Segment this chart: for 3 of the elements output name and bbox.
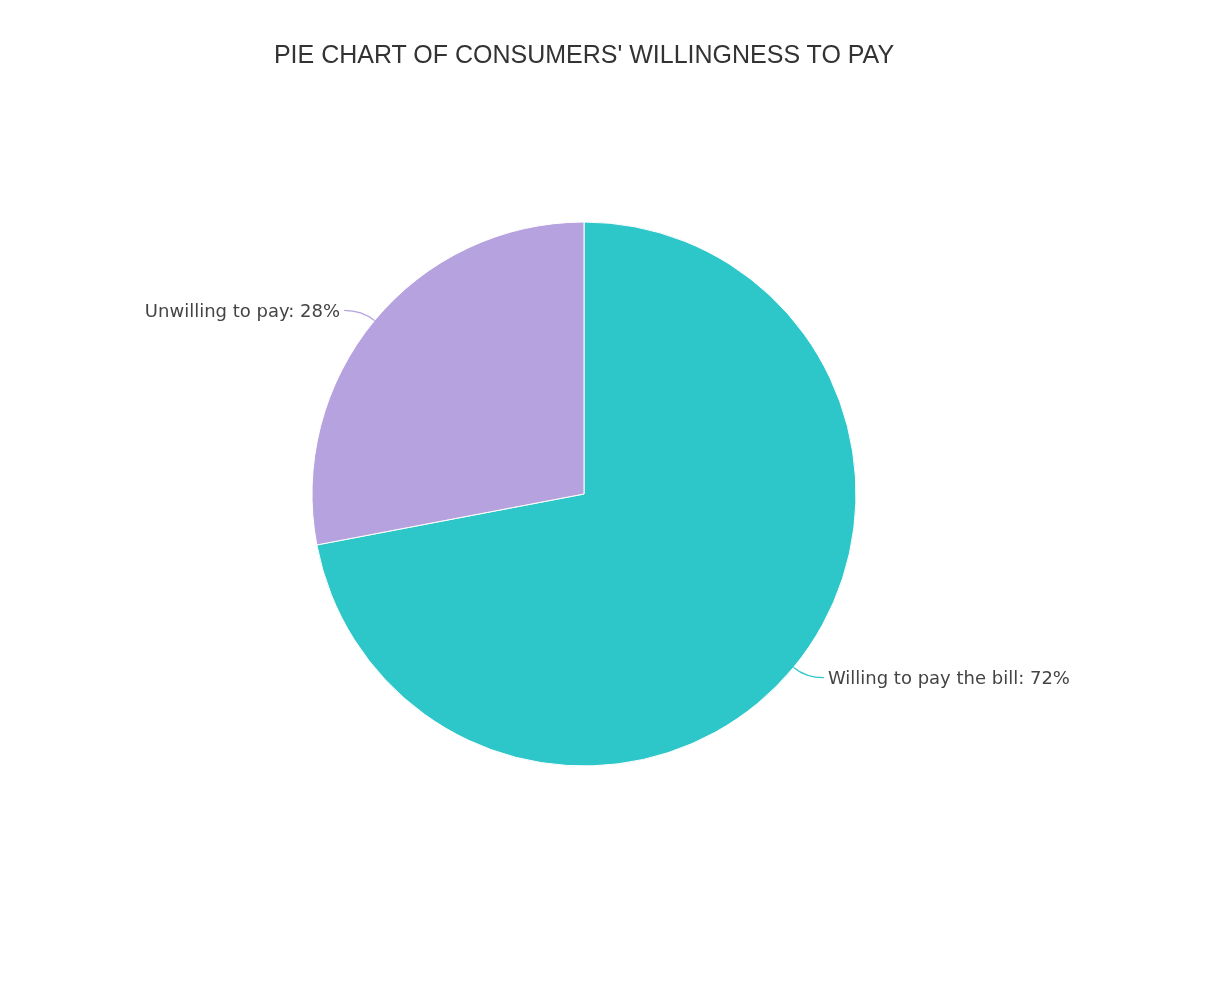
slice-label: Unwilling to pay: 28% xyxy=(144,299,341,321)
slice-label: Willing to pay the bill: 72% xyxy=(827,666,1070,688)
chart-title: PIE CHART OF CONSUMERS' WILLINGNESS TO PAY xyxy=(273,40,895,68)
